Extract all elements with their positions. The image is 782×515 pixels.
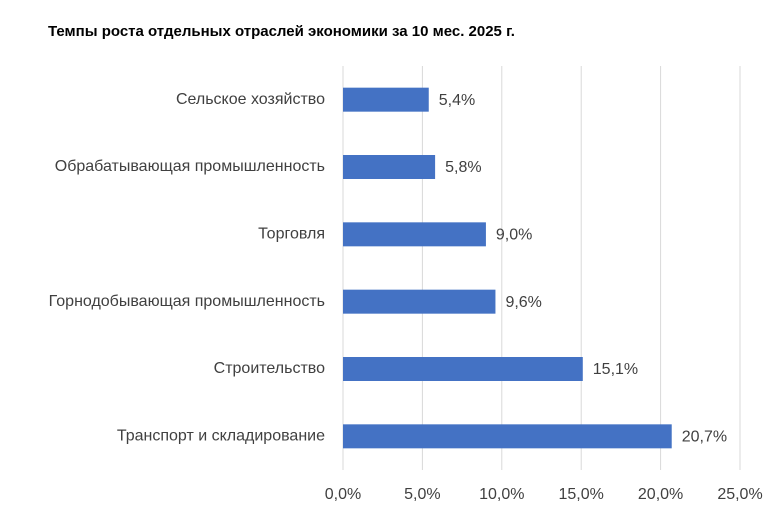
value-label: 5,4% xyxy=(439,92,475,109)
bar xyxy=(343,222,486,247)
value-label: 5,8% xyxy=(445,159,481,176)
y-tick-label: Обрабатывающая промышленность xyxy=(55,158,325,175)
x-tick-label: 15,0% xyxy=(559,486,604,503)
y-tick-label: Торговля xyxy=(258,226,325,243)
x-tick-label: 5,0% xyxy=(404,486,440,503)
chart-title: Темпы роста отдельных отраслей экономики… xyxy=(48,23,515,40)
y-tick-label: Сельское хозяйство xyxy=(176,91,325,108)
bar xyxy=(343,424,672,449)
y-tick-label: Строительство xyxy=(214,360,325,377)
value-label: 20,7% xyxy=(682,429,727,446)
x-tick-label: 0,0% xyxy=(325,486,361,503)
bar xyxy=(343,357,583,381)
x-tick-label: 10,0% xyxy=(479,486,524,503)
value-label: 9,6% xyxy=(505,294,541,311)
value-label: 15,1% xyxy=(593,361,638,378)
bar xyxy=(343,87,429,112)
x-tick-label: 20,0% xyxy=(638,486,683,503)
y-tick-label: Транспорт и складирование xyxy=(117,428,325,445)
value-label: 9,0% xyxy=(496,227,532,244)
y-tick-label: Горнодобывающая промышленность xyxy=(49,293,325,310)
x-tick-label: 25,0% xyxy=(717,486,762,503)
bar xyxy=(343,155,436,179)
bar xyxy=(343,289,496,314)
